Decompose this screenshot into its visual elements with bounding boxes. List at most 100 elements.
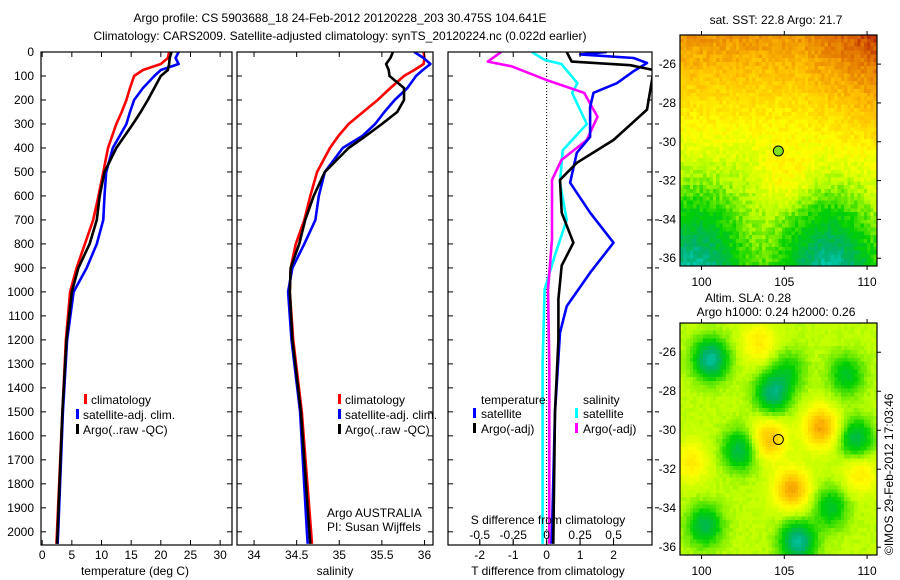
y-tick-label: 1800 [7,477,34,491]
temperature-panel: 0 5 10 15 20 25 300100200300400500600700800900… [7,45,233,562]
x-tick-label: 35 [333,548,347,562]
y-tick-label: 100 [14,69,34,83]
series-line-s-satellite [531,52,589,544]
argo-location-marker [772,145,784,157]
map-y-tick-label: -26 [659,57,677,71]
map-y-tick-label: -32 [659,462,677,476]
x-tick-label: 35.5 [370,548,394,562]
legend-label: climatology [345,393,405,407]
y-tick-label: 700 [14,213,34,227]
series-line-satellite-adj-clim- [286,52,432,544]
map-y-tick-label: -30 [659,423,677,437]
x-tick-label: 2 [610,548,617,562]
series-line-t-argo-adj- [552,52,652,544]
y-tick-label: 1500 [7,405,34,419]
legend-swatch-t-argo [473,423,476,433]
y-tick-label: 1000 [7,285,34,299]
y-tick-label: 1200 [7,333,34,347]
s-tick-label: 0 [543,528,550,542]
sla-map-image [680,323,877,555]
title-line-2: Climatology: CARS2009. Satellite-adjuste… [94,29,587,43]
y-tick-label: 1300 [7,357,34,371]
map-y-tick-label: -36 [659,251,677,265]
legend-label: Argo(..raw -QC) [345,423,430,437]
x-tick-label: -2 [474,548,485,562]
map-frame [679,322,878,556]
temperature-xlabel: temperature (deg C) [81,564,189,578]
legend-label: satellite-adj. clim. [83,408,175,422]
s-tick-label: 0.5 [605,528,622,542]
map-frame [679,34,878,267]
s-tick-label: -0.25 [500,528,528,542]
difference-panel: -2 -1 0 1 2 -0.5 -0.25 0 0.25 0.5 [447,51,659,562]
x-tick-label: 36 [418,548,432,562]
legend-swatch-argo [76,424,79,434]
legend-heading-salinity: salinity [583,393,620,407]
title-line-1: Argo profile: CS 5903688_18 24-Feb-2012 … [134,11,547,25]
series-group [286,52,432,544]
y-tick-label: 600 [14,189,34,203]
x-tick-label: 20 [154,548,168,562]
legend-swatch-satellite [338,409,341,419]
x-tick-label: 0 [39,548,46,562]
y-tick-label: 800 [14,237,34,251]
salinity-legend: climatology satellite-adj. clim. Argo(..… [338,393,437,437]
legend-heading-temperature: temperature [481,393,546,407]
legend-label: satellite [583,407,624,421]
legend-label: climatology [91,393,151,407]
legend-label: satellite-adj. clim. [345,408,437,422]
y-tick-label: 500 [14,165,34,179]
legend-swatch-climatology [84,394,87,404]
difference-legend: temperature salinity satellite Argo(-adj… [473,393,636,436]
argo-location-marker [772,433,784,445]
legend-swatch-argo [338,424,341,434]
y-tick-label: 900 [14,261,34,275]
panel-frame [40,51,233,546]
series-line-argo-raw-qc- [55,52,173,544]
legend-swatch-s-satellite [575,408,578,418]
s-diff-xlabel: S difference from climatology [471,513,626,527]
salinity-panel: 34 34.5 35 35.5 36 [236,51,434,562]
annotation-argo-australia: Argo AUSTRALIA [327,506,422,520]
y-tick-label: 1100 [8,309,34,323]
series-line-climatology [288,52,426,544]
x-tick-label: 1 [577,548,584,562]
map-x-tick-label: 100 [692,275,712,289]
map-x-tick-label: 110 [857,564,876,578]
temperature-legend: climatology satellite-adj. clim. Argo(..… [76,393,175,437]
t-diff-xlabel: T difference from climatology [471,564,625,578]
series-line-argo-raw-qc- [288,52,406,544]
y-tick-label: 200 [14,93,34,107]
credit-text: ©IMOS 29-Feb-2012 17:03:46 [882,393,896,555]
map-y-tick-label: -32 [659,174,677,188]
series-line-satellite-adj-clim- [56,52,180,544]
x-tick-label: 15 [124,548,138,562]
salinity-xlabel: salinity [317,564,354,578]
x-tick-label: 34.5 [285,548,309,562]
legend-label: Argo(-adj) [583,422,636,436]
y-tick-label: 2000 [7,525,34,539]
panel-frame [447,51,653,546]
legend-swatch-satellite [76,409,79,419]
x-tick-label: 34 [247,548,261,562]
x-tick-label: 0 [543,548,550,562]
s-tick-label: -0.5 [469,528,490,542]
sst-map-panel: 100 105 110 -26 -28 -30 -32 -34 -36 [659,31,881,289]
series-group [486,52,652,544]
series-line-t-satellite [550,52,649,544]
legend-label: Argo(..raw -QC) [83,423,168,437]
map-y-tick-label: -36 [659,540,677,554]
legend-swatch-s-argo [575,423,578,433]
map-y-tick-label: -28 [659,96,677,110]
x-tick-label: 5 [69,548,76,562]
y-tick-label: 0 [27,45,34,59]
sla-map-title: Altim. SLA: 0.28 [705,291,791,305]
sla-map-panel: 100 105 110 -26 -28 -30 -32 -34 -36 [659,319,881,578]
legend-swatch-climatology [338,394,341,404]
series-group [55,52,180,544]
map-y-tick-label: -30 [659,135,677,149]
legend-label: Argo(-adj) [481,422,534,436]
sst-map-title: sat. SST: 22.8 Argo: 21.7 [710,13,843,27]
